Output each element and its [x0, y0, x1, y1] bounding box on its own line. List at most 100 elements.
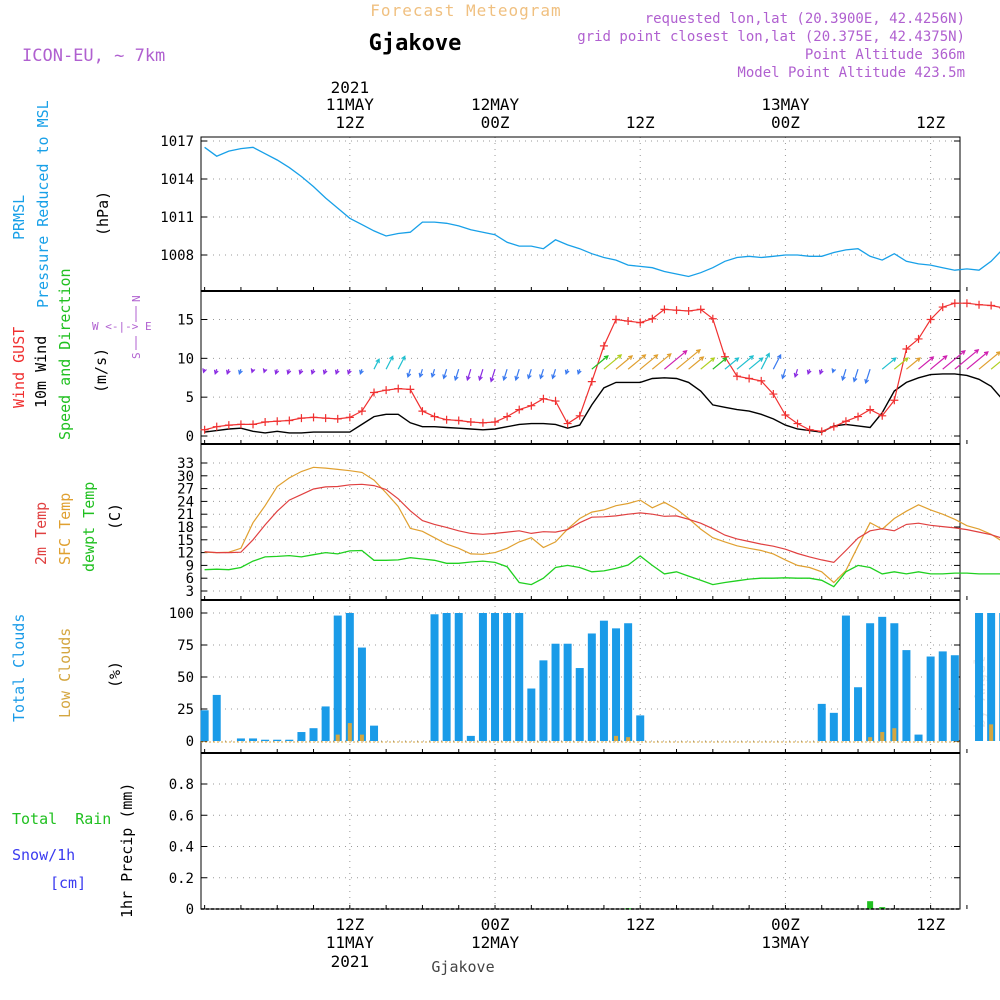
time-label-hour: 12Z: [626, 915, 655, 934]
wind-arrow: [760, 352, 770, 370]
y-tick-label: 15: [177, 533, 194, 549]
wind-arrow: [664, 349, 688, 370]
gust-point: [878, 411, 887, 420]
wind-compass: N W <-|-> E S: [92, 295, 152, 359]
gust-point: [382, 386, 391, 395]
y-tick-label: 6: [186, 571, 194, 587]
t2m-label: 2m Temp: [32, 502, 50, 565]
y-tick-label: 0: [186, 734, 194, 750]
time-label-date: 13MAY: [761, 95, 810, 114]
header-model-altitude: Model Point Altitude 423.5m: [737, 65, 965, 81]
total-cloud-bar: [926, 656, 935, 741]
wind-unit: (m/s): [92, 348, 110, 393]
total-cloud-bar: [454, 613, 463, 741]
wind-arrow: [841, 369, 847, 382]
time-label-hour: 00Z: [481, 915, 510, 934]
gust-point: [212, 422, 221, 431]
temp-unit: (C): [106, 503, 124, 530]
gust-point: [357, 407, 366, 416]
rain-label: Total Rain: [12, 810, 111, 828]
compass-south: S: [130, 352, 143, 359]
wind-arrow: [274, 369, 280, 375]
low-cloud-bar: [892, 728, 897, 741]
y-tick-label: 1008: [160, 248, 194, 264]
header-location: Gjakove: [369, 31, 462, 56]
total-cloud-bar: [841, 615, 850, 741]
time-label-date: 11MAY: [326, 95, 375, 114]
wind-arrow: [478, 369, 484, 382]
total-clouds-label: Total Clouds: [10, 614, 28, 722]
wind-arrow: [818, 369, 824, 375]
panel-precip-grid: 0 0.2 0.4 0.6 0.8: [169, 753, 968, 918]
gust-point: [333, 414, 342, 423]
gust-point: [249, 420, 258, 429]
gust-point: [733, 372, 742, 381]
wind-arrow: [226, 369, 231, 375]
gust-point: [515, 405, 524, 414]
y-tick-label: 0.6: [169, 808, 194, 824]
gust-point: [370, 388, 379, 397]
sfc-temp-line: [204, 466, 1000, 584]
footer-location: Gjakove: [431, 958, 494, 976]
y-tick-label: 10: [177, 351, 194, 367]
total-cloud-bar: [261, 739, 270, 741]
gust-point: [273, 417, 282, 426]
clouds-unit: (%): [106, 661, 124, 688]
wind-arrow: [748, 357, 764, 370]
total-cloud-bar: [200, 710, 209, 741]
gust-point: [829, 422, 838, 431]
low-clouds-label: Low Clouds: [56, 628, 74, 718]
total-cloud-bar: [539, 660, 548, 741]
total-cloud-bar: [297, 732, 306, 741]
dewpt-line: [204, 549, 1000, 588]
panel-frame: [200, 136, 961, 292]
header-gridpoint: grid point closest lon,lat (20.375E, 42.…: [577, 29, 965, 45]
y-tick-label: 24: [177, 494, 194, 510]
y-tick-label: 0.2: [169, 871, 194, 887]
gust-point: [866, 405, 875, 414]
wind-arrow: [806, 369, 812, 375]
gust-point: [478, 418, 487, 427]
gust-point: [962, 299, 971, 308]
time-label-date: 12MAY: [471, 95, 520, 114]
y-tick-label: 5: [186, 390, 194, 406]
wind-arrow: [615, 355, 634, 370]
wind-arrow: [990, 361, 1000, 370]
gust-point: [491, 418, 500, 427]
wind-arrow: [310, 369, 316, 375]
compass-west-east: W <-|-> E: [92, 320, 152, 333]
y-tick-label: 18: [177, 520, 194, 536]
gust-point: [987, 301, 996, 310]
total-cloud-bar: [212, 694, 221, 741]
gust-point: [224, 421, 233, 430]
panel-wind-grid: 0 5 10 15: [177, 291, 968, 445]
total-cloud-bar: [345, 613, 354, 741]
wind-arrow: [202, 368, 207, 374]
total-cloud-bar: [854, 687, 863, 741]
gust-point: [841, 417, 850, 426]
gust-point: [914, 334, 923, 343]
t2m-line: [204, 483, 1000, 564]
gust-point: [321, 414, 330, 423]
time-label-date: 13MAY: [761, 933, 810, 952]
pressure-unit: (hPa): [94, 191, 112, 236]
total-cloud-bar: [370, 725, 379, 741]
wind-arrow: [286, 369, 292, 375]
total-cloud-bar: [866, 623, 875, 741]
time-label-year: 2021: [331, 952, 370, 971]
total-cloud-bar: [249, 738, 258, 741]
y-tick-label: 15: [177, 313, 194, 329]
gust-point: [648, 314, 657, 323]
y-tick-label: 1011: [160, 210, 194, 226]
panel-prmsl-grid: 1008 1011 1014 1017: [160, 134, 968, 291]
wind-arrow: [591, 355, 609, 370]
time-label-hour: 12Z: [335, 113, 364, 132]
wind-arrow: [676, 348, 701, 370]
gust-point: [902, 345, 911, 354]
gust-point: [975, 300, 984, 309]
gust-point: [793, 419, 802, 428]
wind-arrow: [385, 355, 394, 370]
gust-point: [394, 384, 403, 393]
time-label-hour: 12Z: [916, 113, 945, 132]
